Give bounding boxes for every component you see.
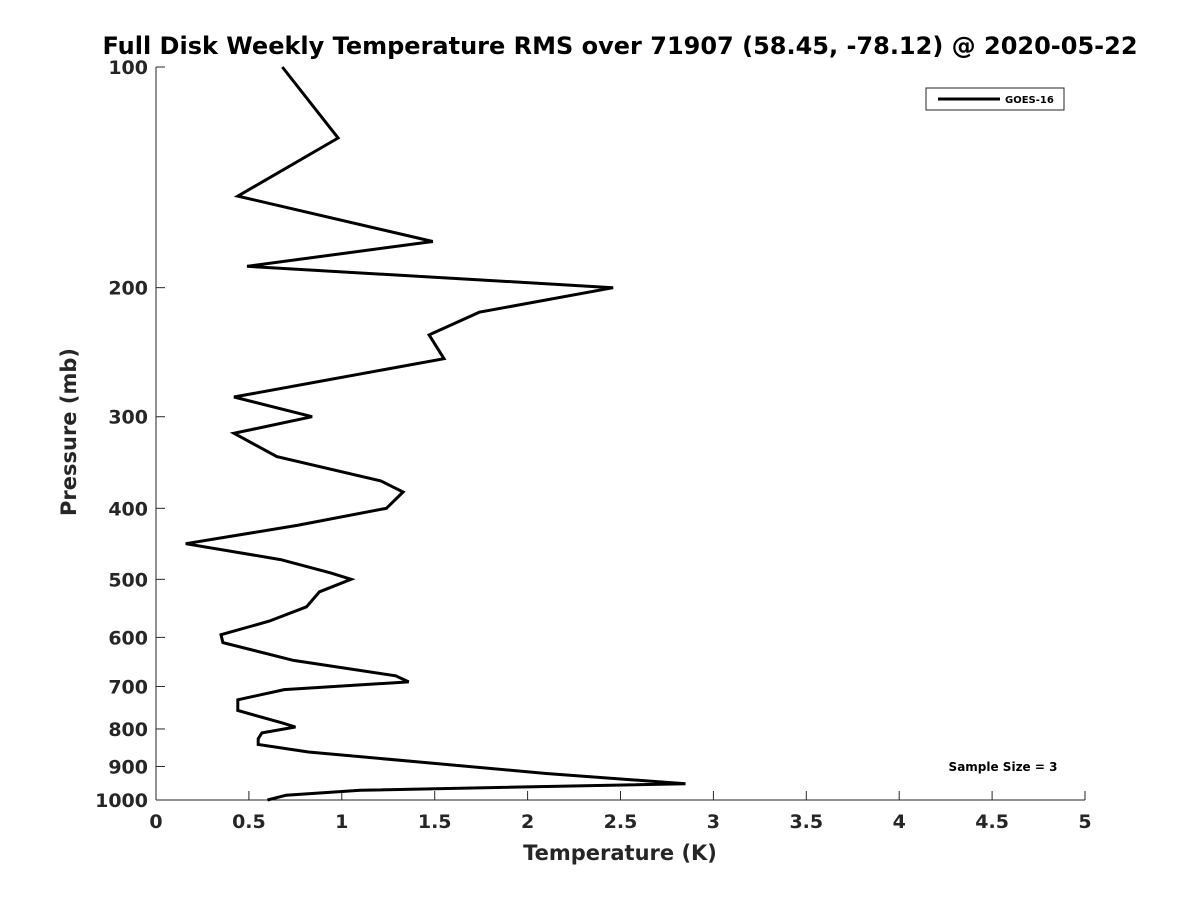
legend: GOES-16 [925, 87, 1065, 111]
plot-area [156, 67, 1085, 800]
y-tick-label: 100 [108, 57, 148, 79]
x-tick-label: 0.5 [232, 811, 266, 833]
y-tick-label: 1000 [95, 790, 148, 812]
y-tick-label: 300 [108, 407, 148, 429]
y-tick-label: 900 [108, 756, 148, 778]
x-tick-label: 3 [707, 811, 720, 833]
series-layer [185, 66, 686, 802]
x-tick-label: 2 [521, 811, 534, 833]
sample-size-annotation: Sample Size = 3 [949, 760, 1058, 774]
x-tick-label: 1.5 [418, 811, 452, 833]
x-tick-label: 1 [335, 811, 348, 833]
series-line-goes-16 [185, 66, 686, 802]
y-tick-label: 400 [108, 498, 148, 520]
chart-title: Full Disk Weekly Temperature RMS over 71… [102, 32, 1137, 60]
x-tick-label: 3.5 [789, 811, 823, 833]
y-tick-label: 800 [108, 719, 148, 741]
y-axis-label: Pressure (mb) [57, 348, 81, 516]
x-tick-label: 4 [893, 811, 906, 833]
legend-label: GOES-16 [1005, 95, 1054, 106]
y-tick-label: 600 [108, 627, 148, 649]
x-ticks: 0 0.5 1 1.5 2 2.5 3 3.5 4 4.5 5 [149, 791, 1092, 833]
y-tick-label: 200 [108, 278, 148, 300]
x-tick-label: 5 [1078, 811, 1091, 833]
y-tick-label: 700 [108, 676, 148, 698]
x-tick-label: 4.5 [975, 811, 1009, 833]
x-tick-label: 2.5 [604, 811, 638, 833]
x-tick-label: 0 [149, 811, 162, 833]
x-axis-label: Temperature (K) [523, 841, 717, 865]
y-tick-label: 500 [108, 569, 148, 591]
y-ticks: 100 200 300 400 500 600 700 800 900 1000 [95, 57, 165, 812]
